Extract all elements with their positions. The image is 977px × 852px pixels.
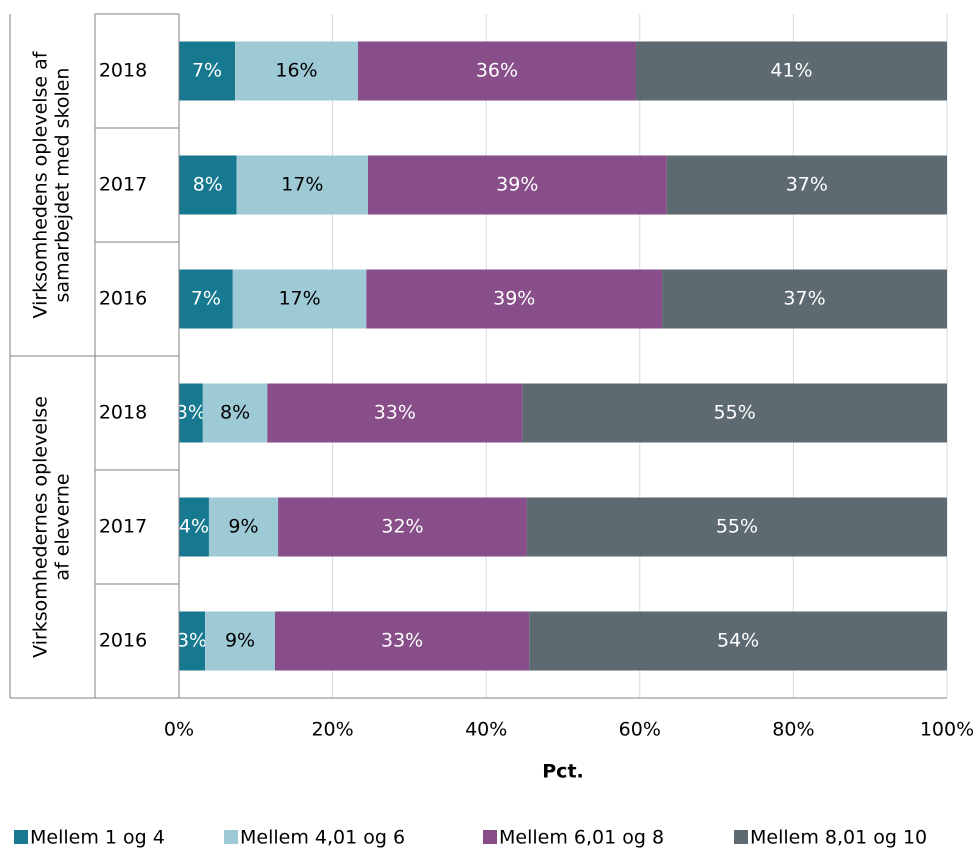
data-label: 37% (783, 288, 825, 310)
y-tick-label: 2018 (99, 402, 147, 424)
y-tick-label: 2016 (99, 288, 147, 310)
group-label-line: Virksomhedernes oplevelse (30, 396, 52, 658)
bar-segment (275, 611, 530, 671)
data-label: 8% (193, 174, 223, 196)
data-label: 32% (381, 516, 423, 538)
group-label-line: af eleverne (52, 473, 74, 580)
data-label: 33% (381, 630, 423, 652)
bar-segment (522, 383, 947, 443)
legend-label: Mellem 1 og 4 (30, 827, 165, 849)
data-label: 16% (275, 60, 317, 82)
bar-segment (357, 41, 636, 101)
data-label: 3% (177, 630, 207, 652)
legend-label: Mellem 4,01 og 6 (240, 827, 405, 849)
x-tick-label: 80% (772, 719, 814, 741)
data-label: 55% (716, 516, 758, 538)
bar-segment (666, 155, 947, 215)
data-label: 37% (786, 174, 828, 196)
bar-segment (529, 611, 947, 671)
x-tick-label: 60% (619, 719, 661, 741)
bar-segment (179, 41, 236, 101)
bar-segment (205, 611, 275, 671)
legend-swatch (483, 830, 497, 844)
data-label: 39% (496, 174, 538, 196)
bar-segment (179, 155, 237, 215)
data-label: 36% (476, 60, 518, 82)
y-tick-label: 2017 (99, 174, 147, 196)
bar-segment (179, 269, 233, 329)
data-label: 9% (225, 630, 255, 652)
bar-segment (232, 269, 367, 329)
legend-swatch (224, 830, 238, 844)
data-label: 7% (192, 60, 222, 82)
data-label: 7% (191, 288, 221, 310)
bar-segment (278, 497, 527, 557)
bar-segment (526, 497, 947, 557)
data-label: 3% (176, 402, 206, 424)
legend-swatch (14, 830, 28, 844)
y-tick-label: 2016 (99, 630, 147, 652)
data-label: 39% (493, 288, 535, 310)
x-axis-label: Pct. (542, 761, 584, 783)
data-label: 17% (278, 288, 320, 310)
x-tick-label: 40% (465, 719, 507, 741)
bar-segment (367, 155, 667, 215)
data-label: 17% (281, 174, 323, 196)
x-tick-label: 100% (920, 719, 974, 741)
bar-segment (179, 611, 206, 671)
bar-segment (202, 383, 268, 443)
data-label: 4% (179, 516, 209, 538)
x-tick-label: 20% (311, 719, 353, 741)
legend-label: Mellem 8,01 og 10 (750, 827, 927, 849)
group-label: Virksomhedernes oplevelse af eleverne (30, 396, 74, 658)
legend-swatch (734, 830, 748, 844)
bar-segment (662, 269, 947, 329)
group-label-line: Virksomhedens oplevelse af (30, 50, 52, 318)
y-tick-label: 2017 (99, 516, 147, 538)
bar-segment (235, 41, 358, 101)
bar-segment (267, 383, 523, 443)
bar-segment (236, 155, 368, 215)
group-label-line: samarbejdet med skolen (52, 68, 74, 303)
bar-segment (635, 41, 947, 101)
data-label: 54% (717, 630, 759, 652)
y-tick-label: 2018 (99, 60, 147, 82)
data-label: 33% (374, 402, 416, 424)
group-label: Virksomhedens oplevelse af samarbejdet me… (30, 50, 74, 318)
data-label: 41% (770, 60, 812, 82)
bar-segment (179, 497, 209, 557)
data-label: 55% (714, 402, 756, 424)
x-tick-label: 0% (164, 719, 194, 741)
bar-segment (208, 497, 279, 557)
data-label: 8% (220, 402, 250, 424)
bar-segment (366, 269, 663, 329)
legend-label: Mellem 6,01 og 8 (499, 827, 664, 849)
bar-segment (179, 383, 203, 443)
data-label: 9% (228, 516, 258, 538)
